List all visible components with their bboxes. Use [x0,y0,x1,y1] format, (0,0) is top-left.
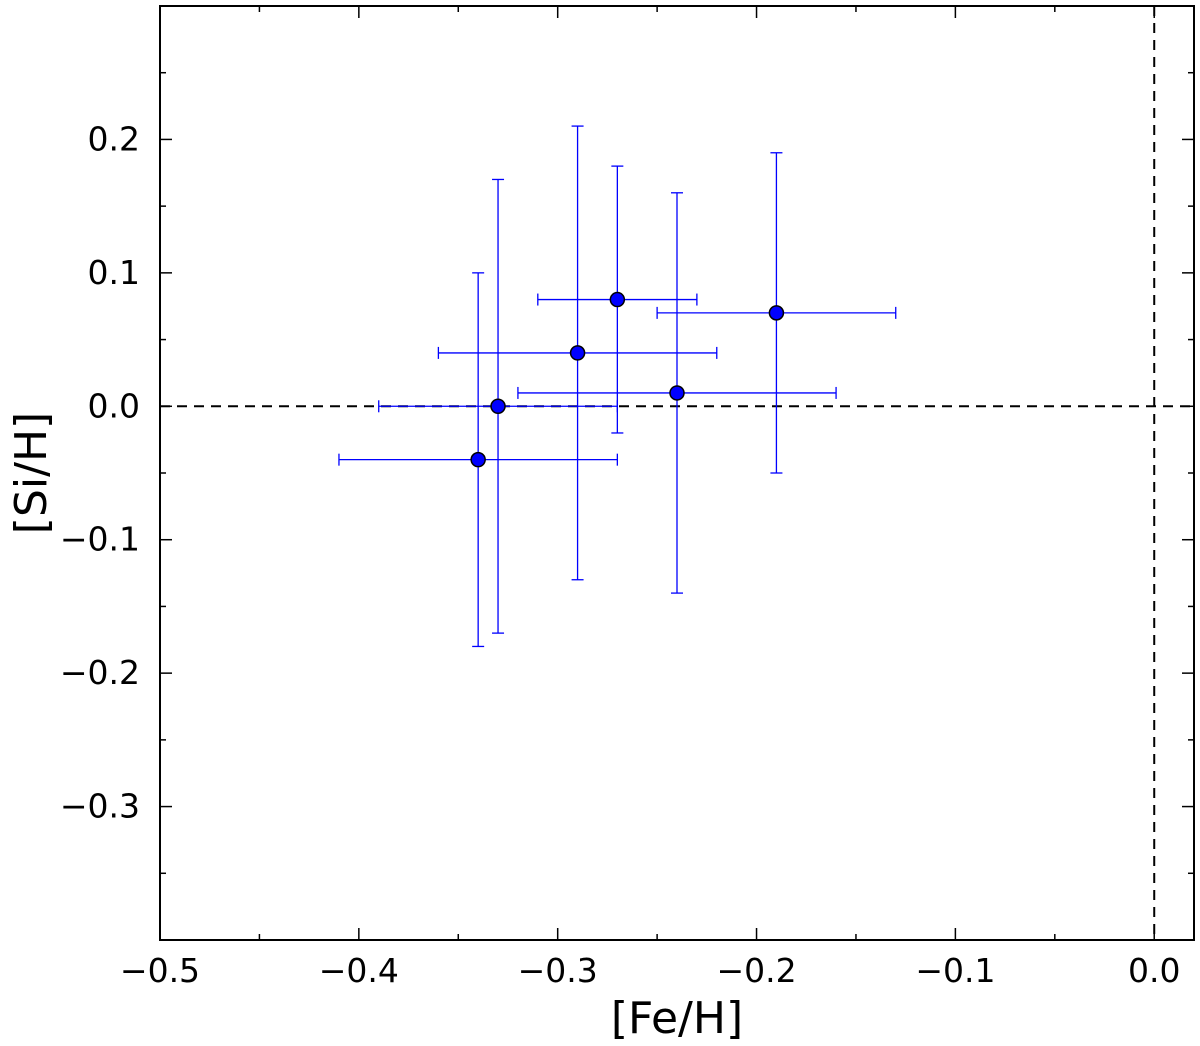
data-points [470,291,785,468]
error-bars [338,125,897,648]
data-point [609,291,626,308]
x-tick-label: −0.5 [120,951,200,990]
x-tick-label: 0.0 [1128,951,1180,990]
y-axis-title: [Si/H] [6,412,57,534]
data-point [669,385,685,401]
y-tick-label: −0.1 [60,520,140,559]
y-tick-label: 0.0 [88,386,140,425]
plot-frame [159,5,1195,941]
data-point [569,345,586,361]
data-point [490,398,506,415]
x-tick-label: −0.2 [716,951,796,990]
y-tick-label: 0.1 [88,253,140,292]
x-tick-label: −0.4 [319,951,399,990]
x-axis-title: [Fe/H] [611,993,743,1044]
data-point [470,451,486,468]
y-tick-label: −0.3 [60,787,140,826]
x-tick-label: −0.3 [518,951,598,990]
tick-labels: −0.5 −0.4 −0.3 −0.2 −0.1 0.0 −0.3 −0.2 −0.1 0.0 0.… [60,119,1181,990]
y-tick-label: −0.2 [60,653,140,692]
data-point [768,305,785,321]
x-tick-label: −0.1 [915,951,995,990]
y-tick-label: 0.2 [88,119,140,158]
